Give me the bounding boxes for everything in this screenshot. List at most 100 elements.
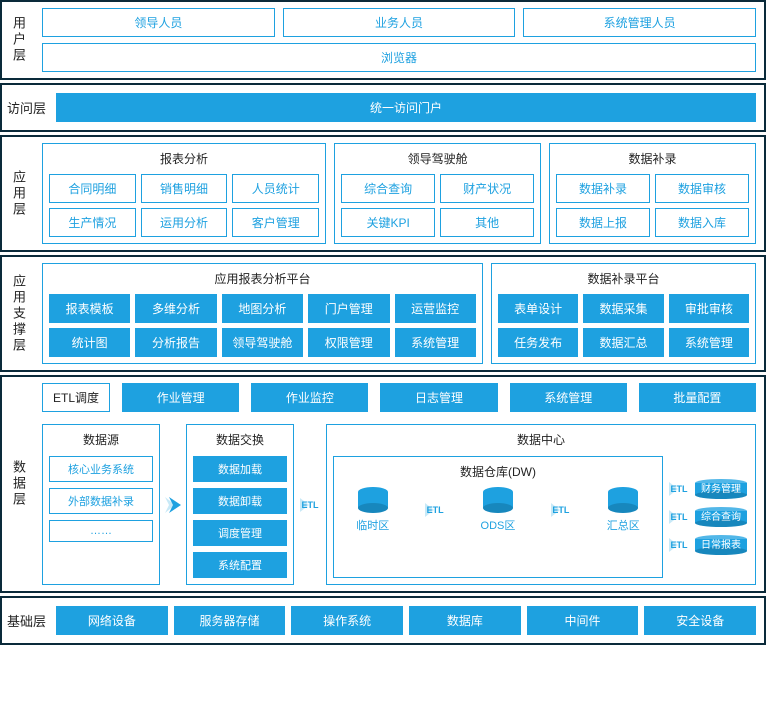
support-item: 权限管理 (308, 328, 389, 357)
data-source-item: 外部数据补录 (49, 488, 153, 514)
data-warehouse-box: 数据仓库(DW) 临时区 ETL ODS区 ETL (333, 456, 663, 578)
support-item: 门户管理 (308, 294, 389, 323)
layer-label-infra: 基础层 (2, 602, 52, 639)
support-item: 统计图 (49, 328, 130, 357)
layer-label-app: 应用层 (2, 137, 36, 250)
etl-arrow: ETL (667, 540, 691, 550)
user-role: 领导人员 (42, 8, 275, 37)
output-cylinder: 日常报表 (693, 534, 749, 556)
etl-item: 日志管理 (380, 383, 497, 412)
group-title: 应用报表分析平台 (49, 268, 476, 290)
layer-label-support: 应用支撑层 (2, 257, 36, 370)
group-data-entry: 数据补录 数据补录 数据审核 数据上报 数据入库 (549, 143, 756, 244)
etl-arrow: ETL (298, 424, 322, 585)
etl-label: ETL调度 (42, 383, 110, 412)
dw-zone: 汇总区 (606, 486, 640, 533)
user-role: 系统管理人员 (523, 8, 756, 37)
layer-data: 数据层 ETL调度 作业管理 作业监控 日志管理 系统管理 批量配置 数据源 核… (0, 375, 766, 593)
support-item: 地图分析 (222, 294, 303, 323)
dw-zone: 临时区 (356, 486, 390, 533)
app-item: 财产状况 (440, 174, 534, 203)
support-item: 领导驾驶舱 (222, 328, 303, 357)
etl-arrow: ETL (667, 512, 691, 522)
data-exchange-item: 数据卸载 (193, 488, 287, 514)
support-item: 多维分析 (135, 294, 216, 323)
svg-text:综合查询: 综合查询 (701, 510, 741, 523)
group-title: 数据补录 (556, 148, 749, 170)
app-item: 综合查询 (341, 174, 435, 203)
etl-arrow: ETL (667, 484, 691, 494)
group-report-analysis: 报表分析 合同明细 销售明细 人员统计 生产情况 运用分析 客户管理 (42, 143, 326, 244)
data-exchange-item: 调度管理 (193, 520, 287, 546)
group-cockpit: 领导驾驶舱 综合查询 财产状况 关键KPI 其他 (334, 143, 541, 244)
output-cylinder: 综合查询 (693, 506, 749, 528)
support-item: 分析报告 (135, 328, 216, 357)
etl-item: 作业管理 (122, 383, 239, 412)
app-item: 销售明细 (141, 174, 228, 203)
etl-arrow: ETL (549, 505, 573, 515)
app-item: 数据上报 (556, 208, 650, 237)
layer-support: 应用支撑层 应用报表分析平台 报表模板 多维分析 地图分析 门户管理 运营监控 … (0, 255, 766, 372)
app-item: 客户管理 (232, 208, 319, 237)
etl-item: 批量配置 (639, 383, 756, 412)
app-item: 合同明细 (49, 174, 136, 203)
data-source-box: 数据源 核心业务系统 外部数据补录 …… (42, 424, 160, 585)
app-item: 生产情况 (49, 208, 136, 237)
app-item: 其他 (440, 208, 534, 237)
dw-title: 数据仓库(DW) (340, 463, 656, 480)
app-item: 数据审核 (655, 174, 749, 203)
group-report-platform: 应用报表分析平台 报表模板 多维分析 地图分析 门户管理 运营监控 统计图 分析… (42, 263, 483, 364)
etl-item: 作业监控 (251, 383, 368, 412)
layer-infra: 基础层 网络设备 服务器存储 操作系统 数据库 中间件 安全设备 (0, 596, 766, 645)
layer-label-access: 访问层 (2, 89, 52, 126)
data-center-title: 数据中心 (333, 431, 749, 450)
infra-item: 安全设备 (644, 606, 756, 635)
group-title: 报表分析 (49, 148, 319, 170)
user-browser: 浏览器 (42, 43, 756, 72)
layer-access: 访问层 统一访问门户 (0, 83, 766, 132)
app-item: 运用分析 (141, 208, 228, 237)
data-exchange-title: 数据交换 (193, 431, 287, 450)
layer-label-user: 用户层 (2, 2, 36, 78)
data-source-item: 核心业务系统 (49, 456, 153, 482)
access-portal: 统一访问门户 (56, 93, 756, 122)
app-item: 关键KPI (341, 208, 435, 237)
layer-user: 用户层 领导人员 业务人员 系统管理人员 浏览器 (0, 0, 766, 80)
data-exchange-item: 数据加载 (193, 456, 287, 482)
layer-label-data: 数据层 (2, 377, 36, 591)
infra-item: 操作系统 (291, 606, 403, 635)
output-cylinder: 财务管理 (693, 478, 749, 500)
data-exchange-item: 系统配置 (193, 552, 287, 578)
support-item: 审批审核 (669, 294, 749, 323)
support-item: 数据汇总 (583, 328, 663, 357)
layer-app: 应用层 报表分析 合同明细 销售明细 人员统计 生产情况 运用分析 客户管理 (0, 135, 766, 252)
dw-zone: ODS区 (481, 486, 516, 533)
etl-row: ETL调度 作业管理 作业监控 日志管理 系统管理 批量配置 (42, 383, 756, 412)
user-role: 业务人员 (283, 8, 516, 37)
group-entry-platform: 数据补录平台 表单设计 数据采集 审批审核 任务发布 数据汇总 系统管理 (491, 263, 756, 364)
etl-arrow: ETL (423, 505, 447, 515)
infra-item: 中间件 (527, 606, 639, 635)
support-item: 表单设计 (498, 294, 578, 323)
data-exchange-box: 数据交换 数据加载 数据卸载 调度管理 系统配置 (186, 424, 294, 585)
data-source-item: …… (49, 520, 153, 542)
infra-item: 服务器存储 (174, 606, 286, 635)
arrow-icon (164, 424, 182, 585)
data-flow: 数据源 核心业务系统 外部数据补录 …… 数据交换 数据加载 数据卸载 调度管理… (42, 424, 756, 585)
support-item: 报表模板 (49, 294, 130, 323)
support-item: 数据采集 (583, 294, 663, 323)
support-item: 系统管理 (395, 328, 476, 357)
group-title: 领导驾驶舱 (341, 148, 534, 170)
app-item: 人员统计 (232, 174, 319, 203)
infra-item: 数据库 (409, 606, 521, 635)
support-item: 运营监控 (395, 294, 476, 323)
infra-item: 网络设备 (56, 606, 168, 635)
app-item: 数据入库 (655, 208, 749, 237)
group-title: 数据补录平台 (498, 268, 749, 290)
support-item: 系统管理 (669, 328, 749, 357)
svg-text:日常报表: 日常报表 (701, 538, 741, 551)
data-source-title: 数据源 (49, 431, 153, 450)
support-item: 任务发布 (498, 328, 578, 357)
dw-outputs: ETL 财务管理 ETL 综合查询 ETL (667, 456, 749, 578)
etl-item: 系统管理 (510, 383, 627, 412)
